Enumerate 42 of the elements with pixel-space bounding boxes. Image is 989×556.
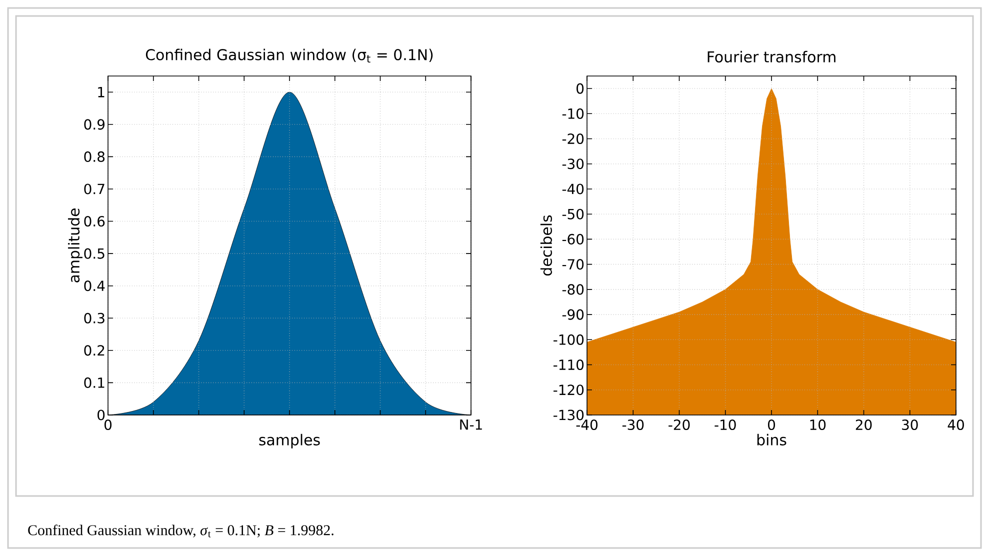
x-tick-label: 20 (856, 419, 872, 430)
x-tick-label: 0 (768, 419, 776, 430)
y-tick-label: 0 (98, 410, 105, 420)
x-axis-title: samples (259, 434, 320, 448)
x-tick-label: -30 (622, 419, 644, 430)
x-tick-label: -10 (714, 419, 736, 430)
x-tick-label: 30 (902, 419, 918, 430)
y-tick-label: -90 (562, 309, 584, 320)
y-tick-label: 0.4 (84, 280, 105, 292)
y-tick-label: -120 (554, 384, 584, 396)
y-tick-label: -110 (554, 359, 584, 370)
x-tick-label: 40 (948, 419, 964, 430)
y-tick-label: -80 (562, 284, 584, 295)
y-axis-title: amplitude (68, 208, 82, 282)
x-tick-label: -40 (576, 419, 598, 430)
x-tick-label: 10 (810, 419, 826, 430)
y-axis-title: decibels (540, 215, 552, 276)
x-tick-label: N-1 (460, 420, 482, 430)
y-tick-label: 0.2 (84, 345, 104, 356)
y-tick-label: 0 (576, 83, 584, 94)
y-tick-label: -60 (562, 234, 584, 244)
x-axis-title: bins (757, 434, 786, 446)
y-tick-label: 0.1 (84, 377, 104, 388)
y-tick-label: -20 (562, 133, 584, 144)
y-tick-label: 0.8 (84, 151, 105, 162)
chart-title: Confined Gaussian window (σ$_{t}$ = 0.1N) (146, 48, 433, 62)
y-tick-label: -30 (562, 158, 584, 170)
y-tick-label: -100 (554, 334, 584, 345)
y-tick-label: 1 (98, 87, 104, 98)
y-tick-label: -50 (562, 208, 584, 220)
y-tick-label: -70 (562, 259, 584, 270)
text: Confined Gaussian window, σ$_{t}$ = 0.1N; B = 1.9982. (28, 524, 334, 538)
x-tick-label: -20 (668, 419, 690, 430)
y-tick-label: 0.6 (84, 216, 105, 227)
y-tick-label: 0.3 (84, 312, 104, 324)
y-tick-label: -10 (562, 108, 584, 119)
y-tick-label: 0.9 (84, 119, 105, 130)
y-tick-label: 0.5 (84, 248, 104, 259)
y-tick-label: -40 (562, 184, 584, 194)
y-tick-label: 0.7 (84, 184, 104, 194)
chart-title: Fourier transform (708, 50, 836, 62)
y-tick-label: -130 (554, 410, 584, 420)
